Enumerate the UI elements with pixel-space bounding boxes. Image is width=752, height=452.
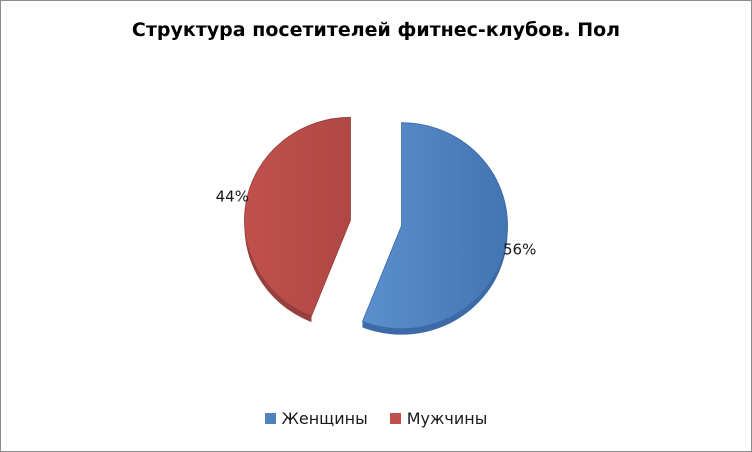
pie-slice-women — [361, 122, 508, 330]
pie-slice-men — [244, 116, 351, 317]
legend-swatch-women — [264, 413, 276, 424]
data-label-women: 56% — [503, 241, 536, 259]
chart-legend: Женщины Мужчины — [1, 409, 751, 428]
legend-label-women: Женщины — [281, 409, 368, 428]
legend-swatch-men — [389, 413, 401, 424]
legend-item-men: Мужчины — [389, 409, 488, 428]
chart-title: Структура посетителей фитнес-клубов. Пол — [131, 19, 621, 41]
data-label-men: 44% — [216, 187, 249, 205]
legend-label-men: Мужчины — [406, 409, 488, 428]
legend-item-women: Женщины — [264, 409, 368, 428]
